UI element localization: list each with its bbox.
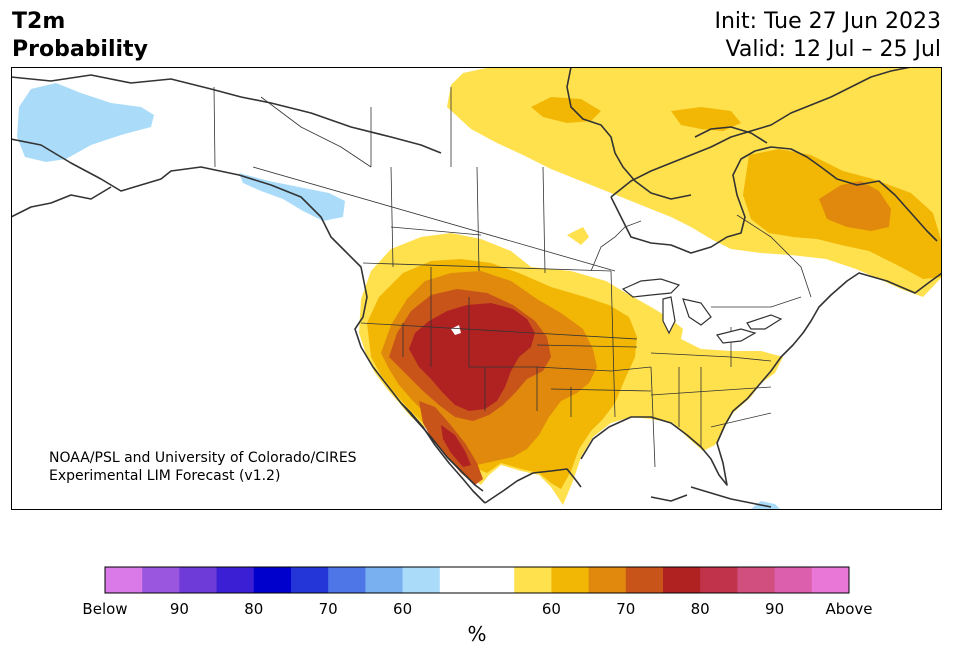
colorbar-tick-label: 60 xyxy=(393,600,413,618)
warm-area-red-gulf xyxy=(441,425,471,467)
colorbar-border xyxy=(104,566,850,594)
warm-area-gold-labrador xyxy=(671,107,741,131)
valid-range: Valid: 12 Jul – 25 Jul xyxy=(725,37,941,62)
colorbar-swatch xyxy=(253,567,292,593)
warm-area-yellow-spot xyxy=(567,227,589,245)
colorbar-swatch xyxy=(328,567,366,593)
cold-area-yukon xyxy=(239,173,345,221)
colorbar-swatch xyxy=(179,567,218,593)
colorbar-tick-label: Below xyxy=(82,600,128,618)
political-borders xyxy=(213,86,812,468)
cold-area-alaska xyxy=(17,83,154,162)
forecast-dates: Init: Tue 27 Jun 2023 Valid: 12 Jul – 25… xyxy=(715,8,942,64)
colorbar-swatch xyxy=(142,567,180,593)
title-line-1: T2m xyxy=(12,9,66,34)
colorbar-swatch xyxy=(514,567,552,593)
credit-line-2: Experimental LIM Forecast (v1.2) xyxy=(49,468,281,484)
colorbar-tick-label: 90 xyxy=(169,600,189,618)
colorbar-tick-label: 80 xyxy=(690,600,710,618)
colorbar-swatch xyxy=(291,567,329,593)
coastlines xyxy=(11,67,942,508)
colorbar-tick-label: 70 xyxy=(318,600,338,618)
warm-area-yellow-north xyxy=(447,67,942,297)
great-lakes xyxy=(621,278,783,344)
warm-area-red-core xyxy=(409,303,535,411)
colorbar-swatch xyxy=(774,567,813,593)
warm-area-orange-canada xyxy=(819,181,891,231)
title-line-2: Probability xyxy=(12,37,148,62)
map-title: T2m Probability xyxy=(12,8,148,64)
forecast-map xyxy=(11,67,942,510)
colorbar-swatch xyxy=(663,567,701,593)
colorbar-tick-label: 70 xyxy=(616,600,636,618)
colorbar-swatch xyxy=(551,567,590,593)
colorbar-swatch xyxy=(625,567,664,593)
colorbar-tick-label: 90 xyxy=(765,600,785,618)
colorbar-tick-label: Above xyxy=(825,600,873,618)
colorbar-swatch xyxy=(737,567,776,593)
colorbar-swatch xyxy=(811,567,850,593)
colorbar-swatch xyxy=(588,567,627,593)
colorbar-swatch xyxy=(477,567,515,593)
colorbar xyxy=(104,566,850,594)
warm-area-gold-hudson xyxy=(531,97,601,123)
colorbar-swatch xyxy=(402,567,441,593)
init-date: Init: Tue 27 Jun 2023 xyxy=(714,9,942,34)
colorbar-tick-label: 60 xyxy=(541,600,561,618)
colorbar-swatch xyxy=(216,567,255,593)
white-spot-utah xyxy=(451,325,461,335)
colorbar-tick-label: 80 xyxy=(244,600,264,618)
colorbar-swatch xyxy=(365,567,404,593)
map-credit: NOAA/PSL and University of Colorado/CIRE… xyxy=(49,449,357,485)
colorbar-unit: % xyxy=(467,622,487,646)
colorbar-swatch xyxy=(700,567,738,593)
credit-line-1: NOAA/PSL and University of Colorado/CIRE… xyxy=(49,450,357,466)
colorbar-swatch xyxy=(105,567,143,593)
colorbar-swatch xyxy=(439,567,478,593)
